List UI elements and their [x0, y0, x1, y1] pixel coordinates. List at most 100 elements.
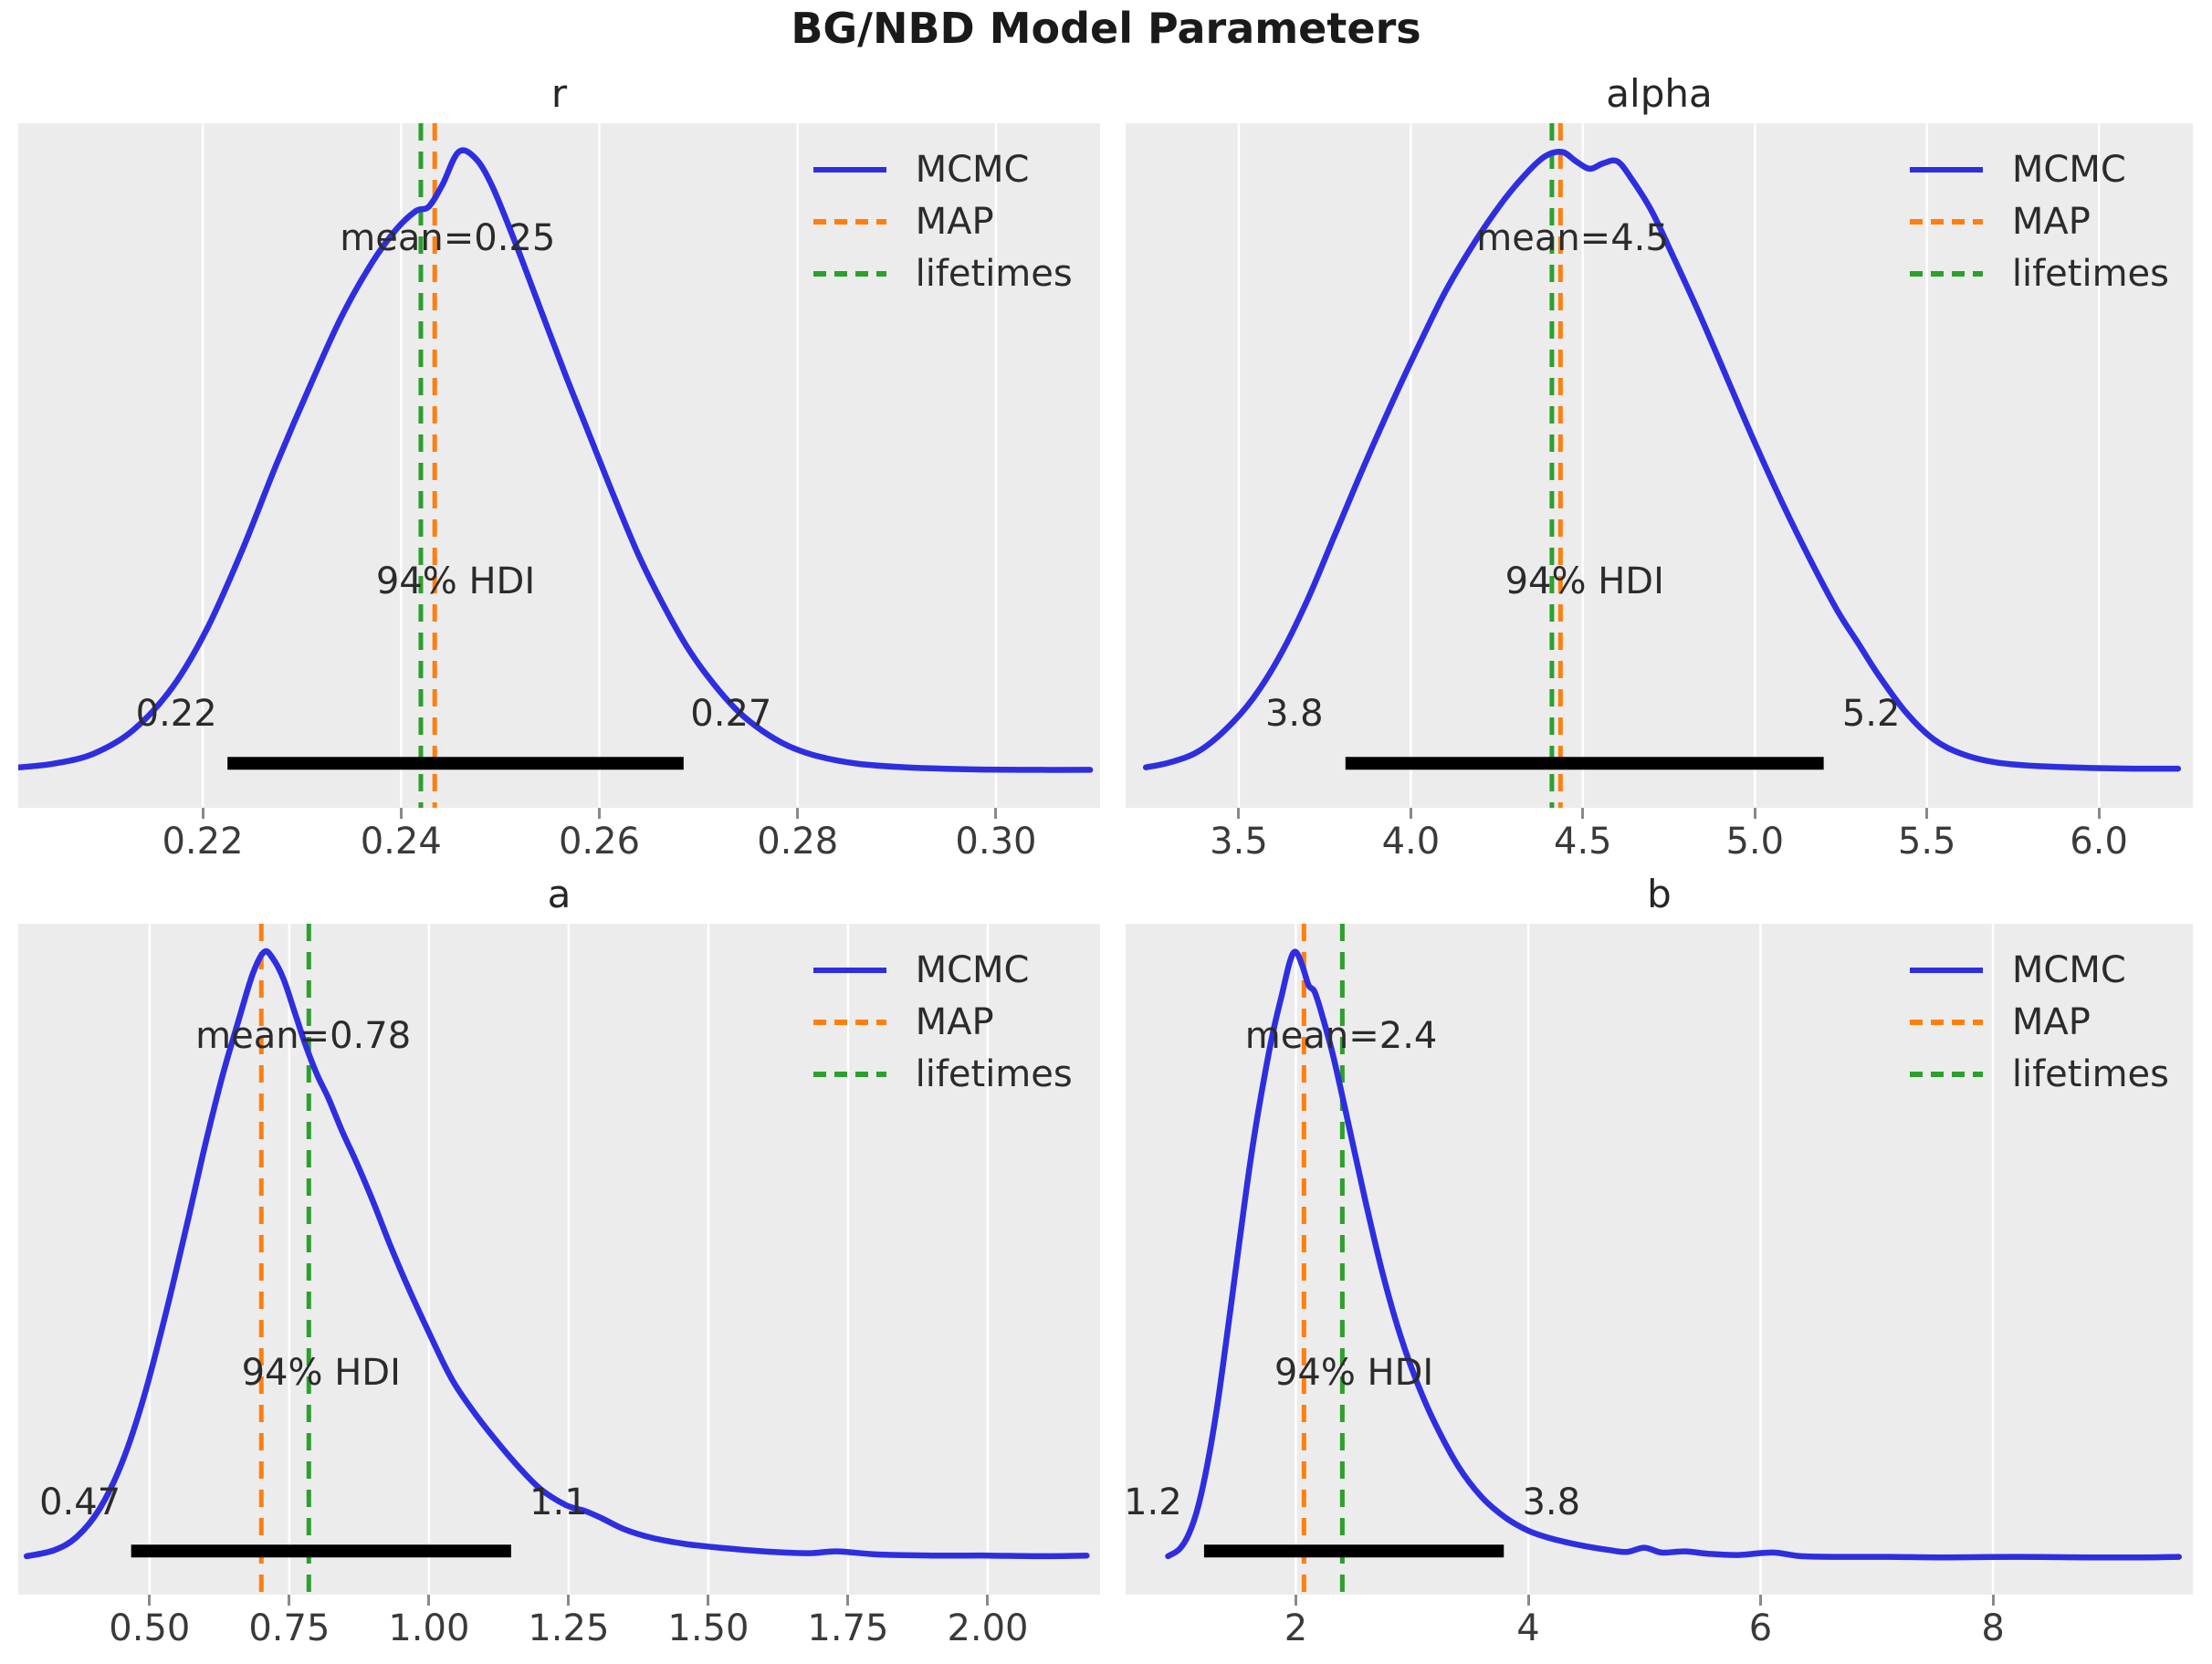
- x-tick-mark: [1581, 808, 1585, 819]
- legend-item-mcmc: MCMC: [812, 143, 1073, 195]
- x-tick-mark: [1925, 808, 1929, 819]
- map-line-swatch-icon: [1909, 1019, 1983, 1025]
- x-tick-mark: [986, 1595, 990, 1606]
- map-line-swatch-icon: [1909, 218, 1983, 225]
- plot-svg-alpha: [1142, 123, 2182, 808]
- x-tick-label: 6: [1748, 1607, 1773, 1649]
- mean-label: mean=0.78: [195, 1015, 412, 1058]
- mcmc-line-swatch-icon: [1909, 166, 1983, 173]
- lifetimes-line-swatch-icon: [812, 270, 886, 277]
- hdi-high-label: 1.1: [529, 1481, 588, 1523]
- legend-label-lifetimes: lifetimes: [2011, 252, 2170, 295]
- legend-item-mcmc: MCMC: [812, 944, 1073, 996]
- legend-label-mcmc: MCMC: [915, 948, 1030, 991]
- x-tick-label: 5.0: [1725, 821, 1785, 863]
- x-tick-mark: [1991, 1595, 1995, 1606]
- mcmc-curve: [18, 147, 1094, 773]
- plot-area-r: mean=0.25 94% HDI 0.22 0.27 MCMC MAP lifetimes: [18, 123, 1100, 808]
- x-tick-mark: [1753, 808, 1756, 819]
- x-tick-label: 0.22: [162, 821, 244, 863]
- hdi-low-label: 1.2: [1124, 1481, 1182, 1523]
- legend-label-lifetimes: lifetimes: [2011, 1052, 2170, 1095]
- subplot-title-r: r: [550, 71, 568, 116]
- subplot-title-b: b: [1647, 872, 1672, 916]
- x-tick-mark: [399, 808, 403, 819]
- x-tick-mark: [1526, 1595, 1530, 1606]
- x-tick-mark: [597, 808, 601, 819]
- map-line-swatch-icon: [812, 218, 886, 225]
- legend-item-lifetimes: lifetimes: [1908, 247, 2169, 299]
- x-tick-label: 5.5: [1897, 821, 1956, 863]
- x-tick-label: 6.0: [2070, 821, 2128, 863]
- hdi-high-label: 3.8: [1522, 1481, 1581, 1523]
- mean-label: mean=0.25: [340, 216, 556, 259]
- hdi-label: 94% HDI: [1504, 560, 1664, 603]
- legend-item-mcmc: MCMC: [1908, 944, 2169, 996]
- mcmc-line-swatch-icon: [1909, 967, 1983, 973]
- plot-svg-r: [18, 123, 1094, 808]
- x-tick-mark: [707, 1595, 710, 1606]
- x-tick-label: 0.28: [757, 821, 839, 863]
- legend-label-map: MAP: [915, 1000, 994, 1043]
- legend-label-mcmc: MCMC: [915, 148, 1030, 191]
- x-tick-label: 1.00: [388, 1607, 470, 1649]
- x-tick-mark: [994, 808, 998, 819]
- hdi-low-label: 0.22: [135, 693, 217, 735]
- x-tick-label: 2: [1284, 1607, 1308, 1649]
- hdi-label: 94% HDI: [1274, 1352, 1434, 1395]
- x-tick-mark: [427, 1595, 431, 1606]
- x-tick-label: 0.24: [360, 821, 442, 863]
- hdi-low-label: 3.8: [1264, 693, 1324, 735]
- legend-item-map: MAP: [1908, 195, 2169, 247]
- x-tick-label: 1.50: [667, 1607, 750, 1649]
- plot-area-a: mean=0.78 94% HDI 0.47 1.1 MCMC MAP lifetimes: [18, 924, 1100, 1595]
- x-tick-mark: [1237, 808, 1241, 819]
- x-tick-label: 0.50: [109, 1607, 191, 1649]
- x-tick-mark: [846, 1595, 850, 1606]
- x-tick-label: 0.26: [558, 821, 641, 863]
- legend-label-map: MAP: [915, 200, 994, 243]
- x-tick-mark: [201, 808, 204, 819]
- plot-area-alpha: mean=4.5 94% HDI 3.8 5.2 MCMC MAP lifetimes: [1126, 123, 2193, 808]
- hdi-label: 94% HDI: [375, 560, 536, 603]
- x-tick-label: 4.0: [1381, 821, 1441, 863]
- legend-item-lifetimes: lifetimes: [812, 247, 1073, 299]
- legend-label-map: MAP: [2011, 200, 2091, 243]
- x-tick-label: 1.75: [807, 1607, 889, 1649]
- x-tick-label: 8: [1981, 1607, 2005, 1649]
- hdi-low-label: 0.47: [39, 1481, 121, 1523]
- legend-item-mcmc: MCMC: [1908, 143, 2169, 195]
- hdi-high-label: 0.27: [690, 693, 772, 735]
- x-tick-mark: [148, 1595, 152, 1606]
- mcmc-line-swatch-icon: [812, 166, 886, 173]
- mcmc-curve: [1142, 149, 2182, 772]
- legend-item-map: MAP: [812, 195, 1073, 247]
- legend-item-map: MAP: [1908, 996, 2169, 1048]
- mean-label: mean=4.5: [1476, 216, 1669, 259]
- figure-title: BG/NBD Model Parameters: [791, 4, 1421, 53]
- x-tick-label: 3.5: [1210, 821, 1268, 863]
- lifetimes-line-swatch-icon: [1909, 270, 1983, 277]
- mcmc-curve: [1165, 948, 2182, 1561]
- plot-area-b: mean=2.4 94% HDI 1.2 3.8 MCMC MAP lifetimes: [1124, 924, 2193, 1595]
- hdi-high-label: 5.2: [1841, 693, 1901, 735]
- subplot-title-a: a: [547, 872, 571, 916]
- legend-label-lifetimes: lifetimes: [915, 252, 1073, 295]
- mcmc-curve: [23, 947, 1090, 1560]
- legend-item-map: MAP: [812, 996, 1073, 1048]
- x-tick-label: 4: [1516, 1607, 1540, 1649]
- legend-item-lifetimes: lifetimes: [1908, 1048, 2169, 1100]
- x-tick-mark: [2097, 808, 2101, 819]
- legend: MCMC MAP lifetimes: [812, 944, 1073, 1100]
- legend: MCMC MAP lifetimes: [1908, 143, 2169, 299]
- legend: MCMC MAP lifetimes: [812, 143, 1073, 299]
- x-tick-mark: [1409, 808, 1412, 819]
- legend-label-mcmc: MCMC: [2011, 148, 2126, 191]
- x-tick-label: 2.00: [947, 1607, 1029, 1649]
- x-tick-mark: [567, 1595, 571, 1606]
- x-tick-label: 0.75: [248, 1607, 330, 1649]
- plot-svg-b: [1165, 924, 2182, 1595]
- map-line-swatch-icon: [812, 1019, 886, 1025]
- mean-label: mean=2.4: [1244, 1015, 1438, 1058]
